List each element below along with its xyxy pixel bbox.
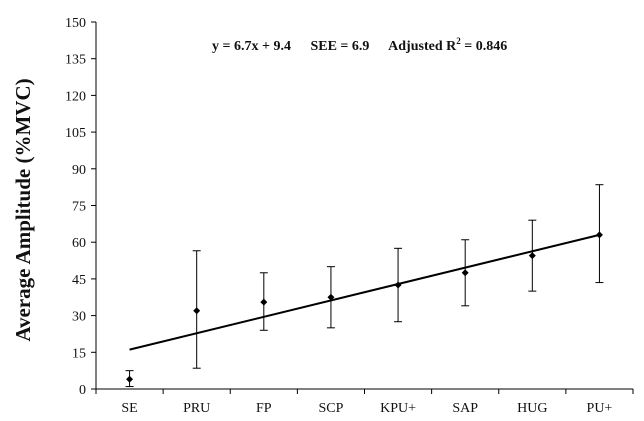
y-tick-label: 90	[72, 163, 86, 178]
data-point	[126, 375, 134, 383]
r2-text: Adjusted R	[388, 39, 457, 54]
y-tick-label: 30	[72, 310, 86, 325]
data-point	[461, 269, 469, 277]
trendline-group	[129, 233, 600, 351]
see-text: SEE = 6.9	[310, 39, 369, 54]
data-point	[595, 231, 603, 239]
y-axis-title: Average Amplitude (%MVC)	[11, 78, 35, 341]
x-tick-label: FP	[256, 401, 272, 416]
x-tick-label: SAP	[452, 401, 478, 416]
regression-annotation: y = 6.7x + 9.4 SEE = 6.9 Adjusted R2 = 0…	[212, 36, 507, 54]
x-tick-label: SE	[121, 401, 137, 416]
axes: 0 15 30 45 60 75 90 105 120 135 150 SE PRU FP SCP KPU+ S…	[65, 16, 634, 416]
r2-value: = 0.846	[461, 39, 507, 54]
data-point	[394, 281, 402, 289]
y-tick-label: 0	[79, 383, 86, 398]
x-tick-label: HUG	[517, 401, 547, 416]
y-tick-label: 105	[65, 126, 86, 141]
data-point	[260, 298, 268, 306]
data-marks	[125, 184, 604, 388]
y-tick-label: 75	[72, 200, 86, 215]
y-tick-label: 150	[65, 16, 86, 31]
x-tick-label: PU+	[587, 401, 613, 416]
x-tick-label: SCP	[318, 401, 343, 416]
equation-text: y = 6.7x + 9.4	[212, 39, 291, 54]
y-tick-label: 120	[65, 89, 86, 104]
y-tick-label: 15	[72, 346, 86, 361]
r2-superscript: 2	[456, 36, 461, 46]
data-point	[327, 293, 335, 301]
y-tick-label: 135	[65, 53, 86, 68]
x-tick-label: PRU	[183, 401, 210, 416]
data-point	[193, 307, 201, 315]
trendline	[129, 233, 600, 351]
y-tick-label: 45	[72, 273, 86, 288]
data-point	[528, 252, 536, 260]
x-tick-label: KPU+	[380, 401, 416, 416]
y-tick-label: 60	[72, 236, 86, 251]
